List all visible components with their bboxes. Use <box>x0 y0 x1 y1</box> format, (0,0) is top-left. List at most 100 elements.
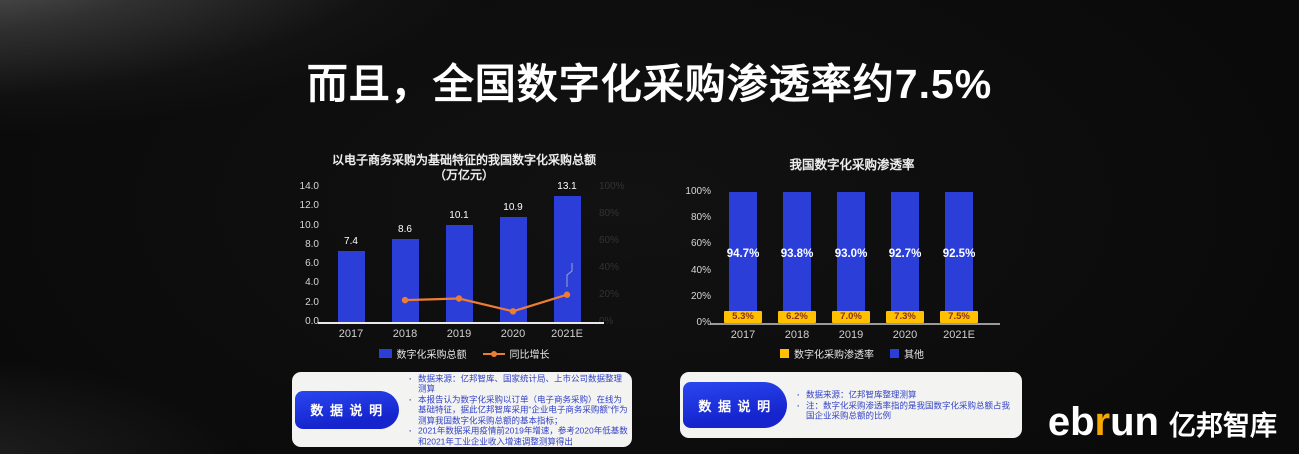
x-axis-label: 2021E <box>943 329 975 341</box>
y-axis-tick: 80% <box>690 212 711 224</box>
penetration-value-chip: 5.3% <box>724 311 762 323</box>
secondary-y-axis-tick: 100% <box>599 181 625 192</box>
legend-label-growth: 同比增长 <box>509 350 550 361</box>
legend-label-penetration: 数字化采购渗透率 <box>794 350 874 361</box>
y-axis-tick: 4.0 <box>305 277 319 289</box>
note-bullet: 数据来源：亿邦智库、国家统计局、上市公司数据整理测算 <box>408 373 628 394</box>
x-axis-label: 2018 <box>784 329 810 341</box>
x-axis-label: 2020 <box>892 329 918 341</box>
ebrun-logo: ebrun 亿邦智库 <box>1048 402 1277 442</box>
penetration-chart-legend: 数字化采购渗透率 其他 <box>680 346 1024 361</box>
y-axis-tick: 0% <box>696 317 711 328</box>
bar-value-label: 10.9 <box>503 201 523 213</box>
secondary-y-axis-tick: 80% <box>599 208 620 219</box>
total-bar <box>499 216 527 322</box>
growth-line-layer <box>401 263 573 315</box>
line-swatch-icon <box>482 349 505 358</box>
penetration-chart: 我国数字化采购渗透率 数字化采购渗透率 其他 0% 20% 40% 60% 80% 100… <box>680 150 1024 372</box>
other-value-label: 93.8% <box>780 248 814 260</box>
penetration-value-chip: 7.5% <box>940 311 978 323</box>
secondary-y-axis-tick: 20% <box>599 289 620 300</box>
y-axis-tick: 60% <box>690 238 711 250</box>
ebrun-logo-chinese: 亿邦智库 <box>1169 411 1277 441</box>
total-bar <box>553 195 581 322</box>
ebrun-logo-wordmark: ebrun <box>1048 402 1159 442</box>
total-chart-legend: 数字化采购总额 同比增长 <box>288 346 640 361</box>
x-axis-label: 2021E <box>551 328 583 340</box>
total-chart-title-line2: （万亿元） <box>433 168 494 182</box>
bar-value-label: 8.6 <box>398 224 412 236</box>
y-axis-tick: 2.0 <box>305 296 319 308</box>
secondary-y-axis-tick: 40% <box>599 262 620 273</box>
other-bar-segment <box>729 192 757 317</box>
other-value-label: 92.5% <box>942 248 976 260</box>
growth-line <box>404 293 568 313</box>
blue-swatch-icon <box>890 349 899 358</box>
y-axis-tick: 6.0 <box>305 258 319 270</box>
callout-line <box>566 263 573 287</box>
growth-point <box>455 295 463 302</box>
penetration-chart-x-axis-line <box>710 323 1000 325</box>
data-note-left-pill: 数 据 说 明 <box>295 390 399 429</box>
secondary-y-axis-tick: 60% <box>599 235 620 246</box>
x-axis-label: 2020 <box>500 328 526 340</box>
y-axis-tick: 40% <box>690 264 711 276</box>
y-axis-tick: 12.0 <box>299 200 319 212</box>
penetration-value-chip: 7.3% <box>886 311 924 323</box>
legend-item-total: 数字化采购总额 <box>378 346 467 361</box>
y-axis-tick: 0.0 <box>305 316 319 327</box>
legend-item-growth: 同比增长 <box>482 346 550 361</box>
growth-point <box>401 296 409 304</box>
penetration-value-chip: 7.0% <box>832 311 870 323</box>
y-axis-tick: 10.0 <box>299 219 319 231</box>
other-value-label: 92.7% <box>888 248 922 260</box>
legend-item-other: 其他 <box>890 346 924 361</box>
bar-swatch-icon <box>378 349 392 358</box>
legend-label-other: 其他 <box>904 350 924 361</box>
data-note-right-list: 数据来源：亿邦智库整理测算 注：数字化采购渗透率指的是我国数字化采购总额占我国企… <box>796 389 1016 421</box>
y-axis-tick: 8.0 <box>305 238 319 250</box>
yellow-swatch-icon <box>780 349 789 358</box>
total-bar <box>445 224 473 322</box>
x-axis-label: 2017 <box>338 328 364 340</box>
legend-item-penetration: 数字化采购渗透率 <box>780 346 874 361</box>
y-axis-tick: 100% <box>685 186 711 197</box>
other-value-label: 93.0% <box>834 248 868 260</box>
total-chart-title: 以电子商务采购为基础特征的我国数字化采购总额 （万亿元） <box>288 153 640 183</box>
total-chart: 以电子商务采购为基础特征的我国数字化采购总额 （万亿元） 数字化采购总额 同比增… <box>288 150 640 372</box>
bar-value-label: 13.1 <box>557 180 577 192</box>
penetration-chart-title: 我国数字化采购渗透率 <box>789 158 915 172</box>
logo-part-accent: r <box>1094 400 1111 444</box>
data-note-left-list: 数据来源：亿邦智库、国家统计局、上市公司数据整理测算 本报告认为数字化采购以订单… <box>408 373 628 447</box>
other-value-label: 94.7% <box>726 248 760 260</box>
data-note-left: 数 据 说 明 数据来源：亿邦智库、国家统计局、上市公司数据整理测算 本报告认为… <box>292 372 632 447</box>
legend-label-total: 数字化采购总额 <box>396 350 467 361</box>
penetration-value-chip: 6.2% <box>778 311 816 323</box>
bar-value-label: 10.1 <box>449 209 469 221</box>
other-bar-segment <box>891 192 919 314</box>
note-bullet: 注：数字化采购渗透率指的是我国数字化采购总额占我国企业采购总额的比例 <box>796 400 1016 421</box>
other-bar-segment <box>837 192 865 314</box>
data-note-right: 数 据 说 明 数据来源：亿邦智库整理测算 注：数字化采购渗透率指的是我国数字化… <box>680 372 1022 438</box>
bar-value-label: 7.4 <box>344 235 358 247</box>
x-axis-label: 2018 <box>392 328 418 340</box>
note-bullet: 数据来源：亿邦智库整理测算 <box>796 389 1016 400</box>
slide-title: 而且，全国数字化采购渗透率约7.5% <box>306 61 993 107</box>
y-axis-tick: 20% <box>690 290 711 302</box>
x-axis-label: 2019 <box>446 328 472 340</box>
total-bar <box>391 239 419 322</box>
other-bar-segment <box>783 192 811 315</box>
y-axis-tick: 14.0 <box>299 181 319 192</box>
total-chart-x-axis-line <box>318 322 604 324</box>
growth-point <box>509 308 517 315</box>
data-note-right-pill: 数 据 说 明 <box>683 382 787 428</box>
note-bullet: 本报告认为数字化采购以订单（电子商务采购）在线为基础特征，据此亿邦智库采用“企业… <box>408 394 628 426</box>
secondary-y-axis-tick: 0% <box>599 316 614 327</box>
x-axis-label: 2019 <box>838 329 864 341</box>
other-bar-segment <box>945 192 973 314</box>
total-bar <box>337 250 365 322</box>
growth-point <box>563 291 571 298</box>
note-bullet: 2021年数据采用疫情前2019年增速，参考2020年低基数和2021年工业企业… <box>408 425 628 446</box>
x-axis-label: 2017 <box>730 329 756 341</box>
